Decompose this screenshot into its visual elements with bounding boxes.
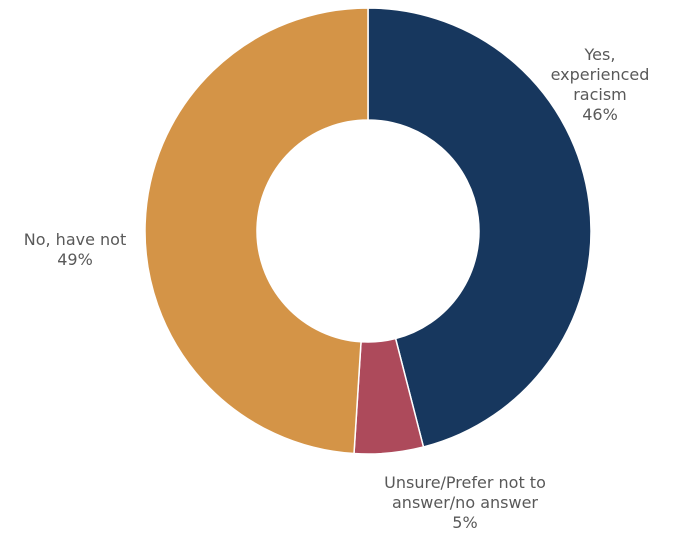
slice-yes <box>367 7 592 448</box>
slice-label-unsure: Unsure/Prefer not to answer/no answer 5% <box>350 473 580 533</box>
slice-value-no: 49% <box>57 250 93 269</box>
slice-label-yes: Yes, experienced racism 46% <box>540 45 660 125</box>
slice-label-unsure-line-1: Unsure/Prefer not to <box>384 473 546 492</box>
slice-label-yes-line-3: racism <box>573 85 627 104</box>
slice-label-no-line-1: No, have not <box>23 230 127 249</box>
slice-no <box>144 7 369 455</box>
slice-label-yes-line-1: Yes, <box>584 45 616 64</box>
slice-label-no: No, have not 49% <box>0 230 150 270</box>
slice-label-unsure-line-2: answer/no answer <box>392 493 538 512</box>
slice-value-yes: 46% <box>582 105 618 124</box>
slice-value-unsure: 5% <box>452 513 478 532</box>
slice-label-yes-line-2: experienced <box>550 65 650 84</box>
